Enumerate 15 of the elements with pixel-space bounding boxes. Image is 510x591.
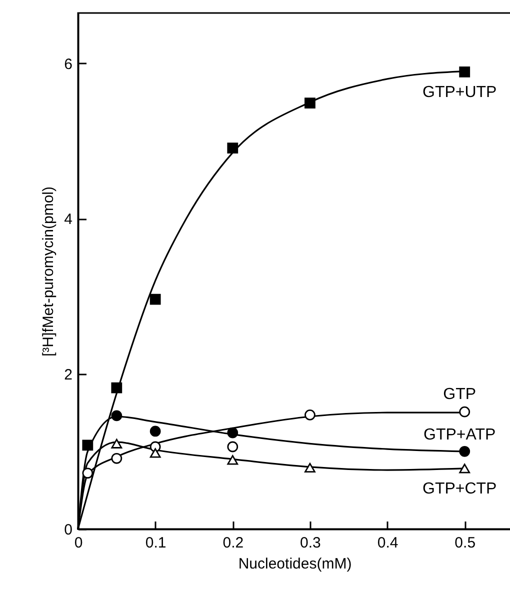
series-label: GTP+CTP [422, 480, 497, 498]
y-tick-label: 0 [64, 522, 72, 538]
y-tick-label: 4 [64, 211, 72, 228]
x-axis-title: Nucleotides(mM) [238, 556, 352, 572]
series-label: GTP [443, 386, 476, 403]
x-tick-label: 0.4 [377, 534, 398, 552]
series-label: GTP+UTP [422, 84, 497, 101]
x-tick-label: 0.3 [300, 534, 321, 552]
y-tick-label: 6 [64, 56, 72, 73]
x-tick-label: 0.2 [222, 534, 244, 552]
x-tick-label: 0.5 [454, 534, 476, 552]
x-tick-label: 0.1 [145, 534, 166, 552]
y-tick-label: 2 [64, 366, 72, 384]
series-label: GTP+ATP [424, 426, 496, 444]
y-axis-title: [³H]fMet-puromycin(pmol) [40, 186, 58, 357]
